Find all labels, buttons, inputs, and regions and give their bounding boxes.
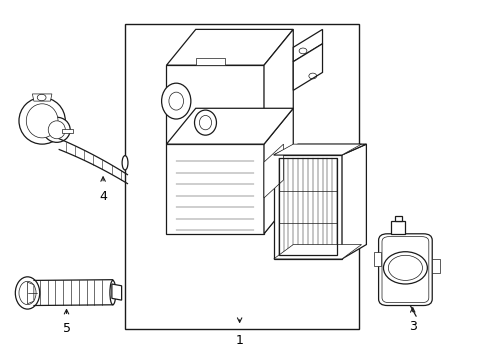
- Polygon shape: [166, 144, 264, 234]
- Ellipse shape: [26, 104, 58, 138]
- Polygon shape: [390, 221, 405, 234]
- Ellipse shape: [194, 110, 216, 135]
- Polygon shape: [373, 252, 380, 266]
- Polygon shape: [264, 108, 293, 234]
- Polygon shape: [166, 30, 293, 65]
- Polygon shape: [264, 144, 283, 198]
- Bar: [125, 24, 358, 329]
- Polygon shape: [273, 144, 361, 155]
- Ellipse shape: [19, 98, 65, 144]
- Polygon shape: [273, 144, 366, 155]
- Polygon shape: [166, 108, 293, 144]
- Polygon shape: [431, 259, 439, 273]
- Circle shape: [383, 252, 427, 284]
- Ellipse shape: [19, 281, 36, 305]
- Text: 2: 2: [333, 188, 342, 201]
- Polygon shape: [293, 44, 322, 90]
- Polygon shape: [273, 155, 341, 259]
- Ellipse shape: [15, 277, 40, 309]
- Ellipse shape: [110, 280, 116, 305]
- Text: 4: 4: [99, 190, 107, 203]
- Polygon shape: [27, 282, 34, 304]
- FancyBboxPatch shape: [381, 237, 428, 303]
- Ellipse shape: [43, 117, 70, 142]
- Text: 3: 3: [408, 320, 416, 333]
- Polygon shape: [264, 30, 293, 144]
- Ellipse shape: [48, 121, 65, 139]
- Polygon shape: [341, 144, 366, 259]
- Polygon shape: [61, 129, 73, 134]
- Polygon shape: [293, 30, 322, 62]
- Polygon shape: [112, 284, 122, 300]
- Polygon shape: [195, 58, 224, 65]
- Polygon shape: [273, 244, 361, 259]
- Ellipse shape: [161, 83, 190, 119]
- Ellipse shape: [122, 156, 128, 170]
- Polygon shape: [166, 65, 264, 144]
- Text: 1: 1: [235, 334, 243, 347]
- Polygon shape: [32, 94, 52, 101]
- Polygon shape: [394, 216, 401, 221]
- Text: 5: 5: [62, 322, 70, 335]
- FancyBboxPatch shape: [378, 234, 431, 306]
